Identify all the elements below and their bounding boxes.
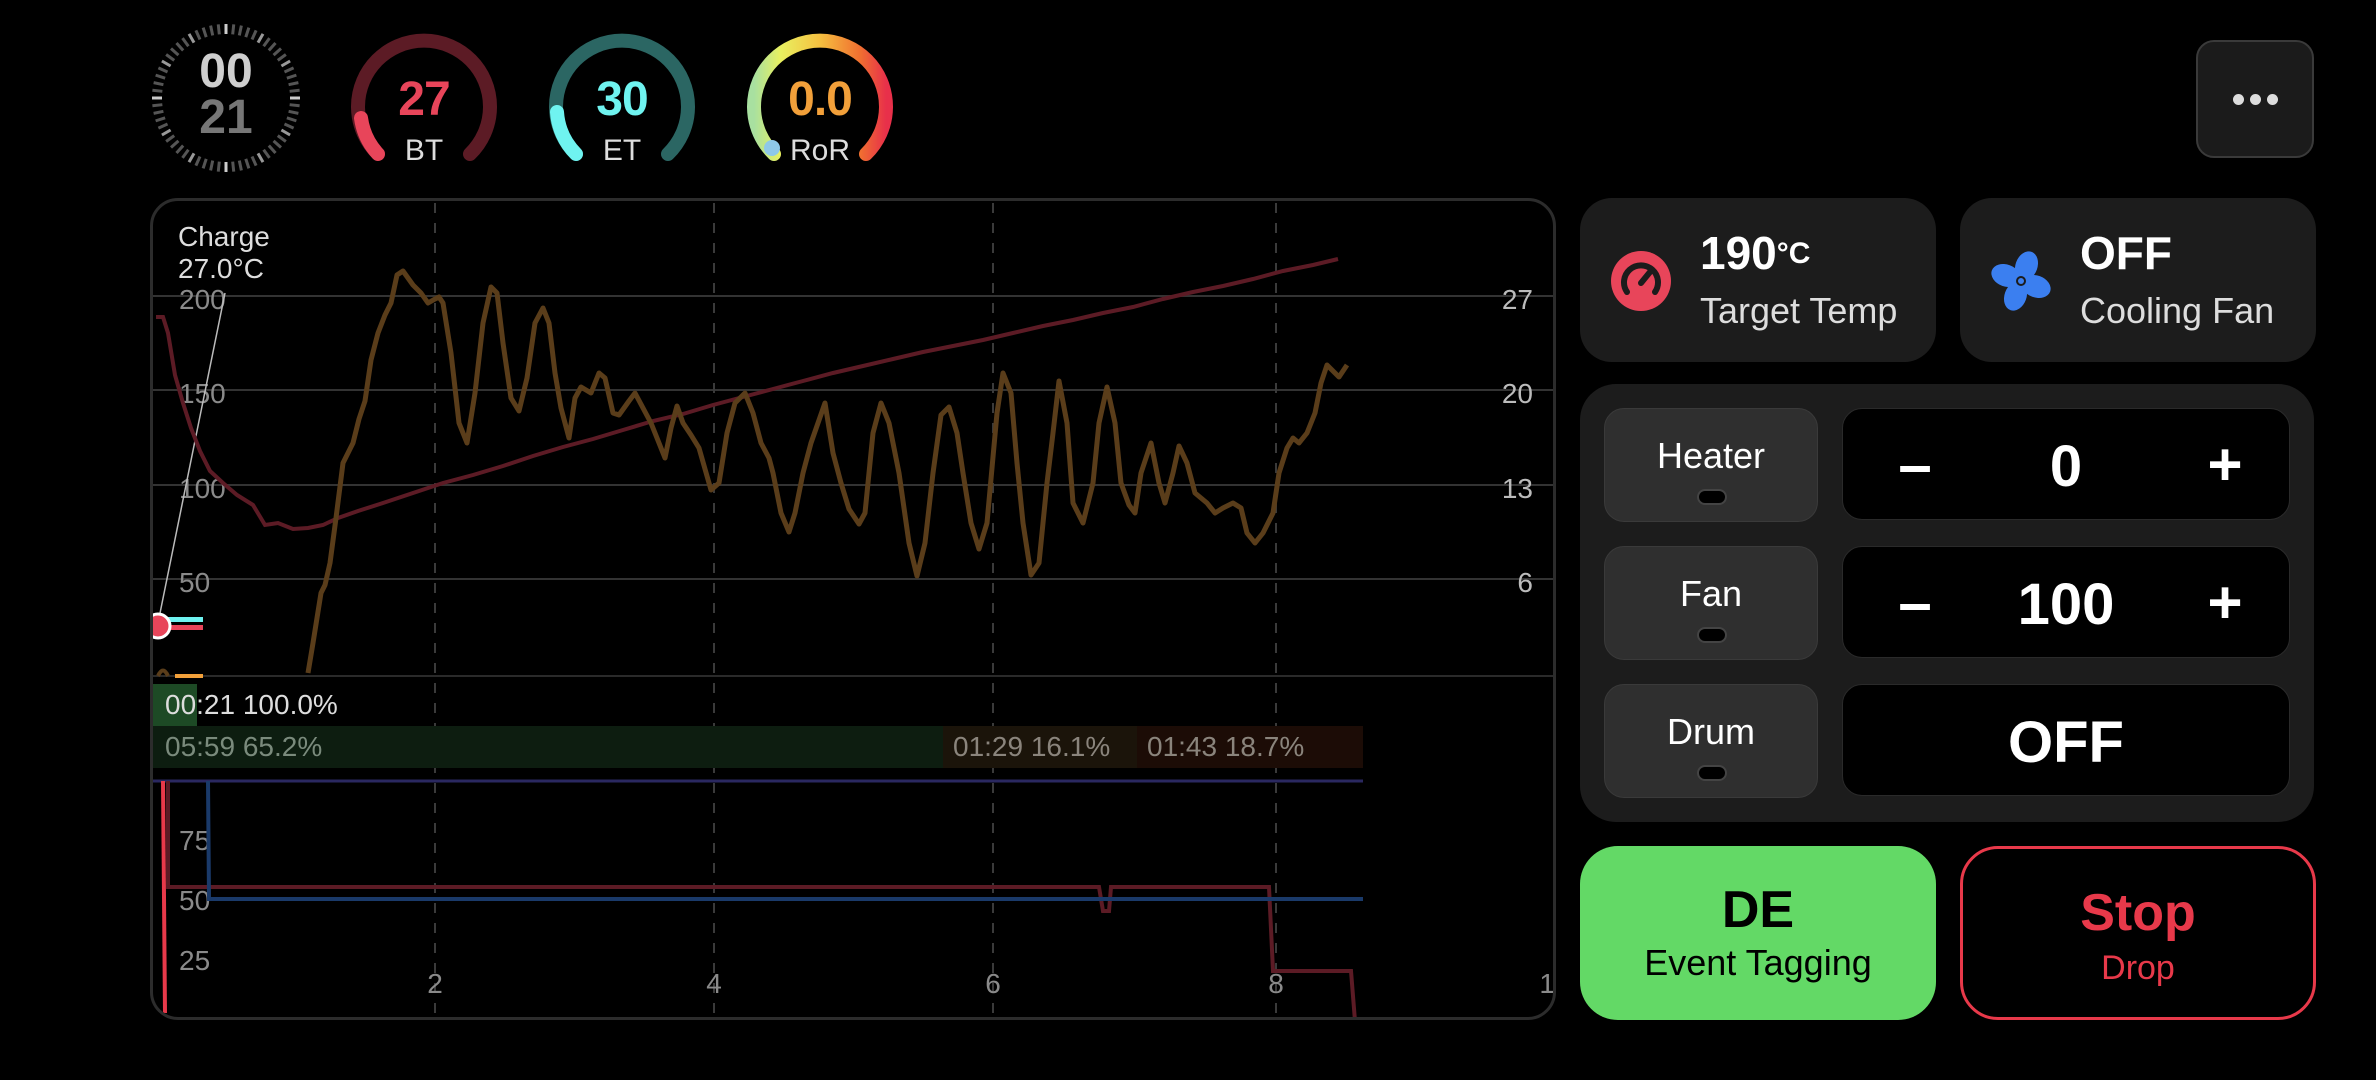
- maillard-phase-pct: 16.1%: [1030, 731, 1111, 762]
- current-phase-text: 00:21 100.0%: [165, 689, 338, 721]
- drying-phase-pct: 65.2%: [242, 731, 323, 762]
- svg-text:20: 20: [1502, 378, 1533, 409]
- charge-label: Charge: [178, 221, 270, 252]
- fan-toggle-button[interactable]: Fan: [1604, 546, 1818, 660]
- svg-text:10: 10: [1539, 968, 1556, 999]
- target-temp-card[interactable]: 190°C Target Temp: [1580, 198, 1936, 362]
- et-value: 30: [596, 73, 648, 126]
- cooling-fan-value: OFF: [2080, 227, 2172, 279]
- timer-minutes: 00: [199, 45, 253, 98]
- fan-increment-button[interactable]: +: [2207, 569, 2243, 636]
- more-dot: [2266, 93, 2278, 105]
- development-phase-bar: [1137, 726, 1363, 768]
- svg-text:50: 50: [179, 885, 210, 916]
- ror-arc-icon: [747, 33, 893, 161]
- y-tick-200: 200: [179, 284, 226, 315]
- more-horizontal-icon: [2232, 93, 2244, 105]
- drum-indicator-icon: [1697, 765, 1727, 781]
- stop-title: Stop: [2080, 884, 2196, 942]
- controls-panel: Heater – 0 + Fan – 100 + Drum OFF: [1580, 384, 2314, 822]
- development-phase-text: 01:43 18.7%: [1147, 731, 1304, 763]
- et-label: ET: [602, 134, 642, 167]
- more-menu-button[interactable]: [2196, 40, 2314, 158]
- svg-text:27: 27: [1502, 284, 1533, 315]
- event-tag-subtitle: Event Tagging: [1644, 942, 1872, 983]
- drum-label: Drum: [1667, 711, 1755, 752]
- roast-curve-plot: 200 150 100 50 27 20 13 6 75 50 25: [153, 203, 1556, 1017]
- timer-dial-icon: [152, 24, 300, 172]
- fan-indicator-icon: [1697, 627, 1727, 643]
- maillard-phase-text: 01:29 16.1%: [953, 731, 1110, 763]
- more-dot: [2249, 93, 2261, 105]
- svg-text:6: 6: [985, 968, 1001, 999]
- fan-decrement-button[interactable]: –: [1898, 569, 1932, 636]
- drying-phase-time: 05:59: [165, 731, 236, 762]
- heater-value: 0: [2049, 434, 2083, 499]
- cooling-fan-label: Cooling Fan: [2080, 290, 2275, 331]
- maillard-phase-time: 01:29: [953, 731, 1024, 762]
- heater-increment-button[interactable]: +: [2207, 431, 2243, 498]
- svg-text:2: 2: [427, 968, 443, 999]
- bt-label: BT: [404, 134, 444, 167]
- target-temp-value: 190°C: [1700, 226, 1810, 280]
- heater-decrement-button[interactable]: –: [1898, 431, 1932, 498]
- svg-text:6: 6: [1517, 567, 1533, 598]
- y-tick-50: 50: [179, 567, 210, 598]
- et-gauge: 30 ET: [544, 20, 700, 176]
- heater-toggle-button[interactable]: Heater: [1604, 408, 1818, 522]
- ror-value: 0.0: [788, 73, 853, 126]
- heater-label: Heater: [1656, 435, 1766, 476]
- svg-text:75: 75: [179, 825, 210, 856]
- current-phase-bar: [153, 684, 197, 726]
- et-arc-icon: [549, 33, 695, 161]
- fan-value: 100: [2017, 572, 2115, 637]
- charge-annotation: Charge 27.0°C: [178, 221, 270, 285]
- bt-value: 27: [398, 73, 450, 126]
- target-temp-unit: °C: [1776, 237, 1811, 270]
- current-phase-pct: 100.0%: [242, 689, 338, 720]
- bt-arc-icon: [351, 33, 497, 161]
- target-temp-number: 190: [1700, 227, 1777, 279]
- ror-label: RoR: [789, 134, 850, 167]
- fan-stepper: – 100 +: [1842, 546, 2290, 658]
- roast-timer: 00 21: [148, 20, 304, 176]
- development-phase-pct: 18.7%: [1224, 731, 1305, 762]
- event-tag-title: DE: [1721, 881, 1795, 939]
- ror-gauge: 0.0 RoR: [742, 20, 898, 176]
- drum-toggle-button[interactable]: Drum: [1604, 684, 1818, 798]
- svg-text:13: 13: [1502, 473, 1533, 504]
- event-tagging-button[interactable]: DE Event Tagging: [1580, 846, 1936, 1020]
- timer-seconds: 21: [199, 91, 253, 144]
- target-temp-label: Target Temp: [1700, 290, 1898, 331]
- svg-text:25: 25: [179, 945, 210, 976]
- stop-drop-button[interactable]: Stop Drop: [1960, 846, 2316, 1020]
- development-phase-time: 01:43: [1147, 731, 1218, 762]
- bt-gauge: 27 BT: [346, 20, 502, 176]
- heater-stepper: – 0 +: [1842, 408, 2290, 520]
- charge-temp: 27.0°C: [178, 253, 264, 284]
- heater-indicator-icon: [1697, 489, 1727, 505]
- drum-state[interactable]: OFF: [1842, 684, 2290, 796]
- drying-phase-text: 05:59 65.2%: [165, 731, 322, 763]
- drum-value: OFF: [2008, 710, 2124, 775]
- current-phase-time: 00:21: [165, 689, 236, 720]
- gauge-icon: [1611, 251, 1671, 311]
- svg-text:8: 8: [1268, 968, 1284, 999]
- fan-icon: [1991, 251, 2051, 311]
- cooling-fan-card[interactable]: OFF Cooling Fan: [1960, 198, 2316, 362]
- svg-text:4: 4: [706, 968, 722, 999]
- roast-chart[interactable]: 200 150 100 50 27 20 13 6 75 50 25: [150, 198, 1556, 1020]
- stop-subtitle: Drop: [2101, 949, 2175, 987]
- drying-phase-bar: [153, 726, 943, 768]
- maillard-phase-bar: [943, 726, 1137, 768]
- fan-label: Fan: [1679, 573, 1743, 614]
